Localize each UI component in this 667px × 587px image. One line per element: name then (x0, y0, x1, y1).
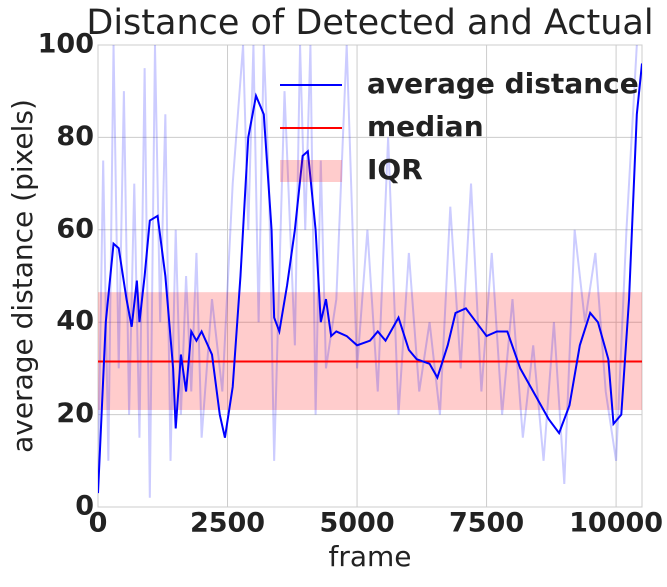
average-distance-line (98, 63, 642, 494)
x-tick-label: 2500 (190, 508, 265, 539)
legend-label: average distance (367, 67, 639, 100)
x-tick-label: 0 (89, 508, 108, 539)
x-tick-label: 5000 (319, 508, 394, 539)
y-tick-label: 100 (38, 29, 94, 60)
x-tick-label: 10000 (569, 508, 663, 539)
plot-area: average distance median IQR (97, 44, 643, 508)
legend-label: IQR (367, 153, 423, 186)
y-tick-label: 60 (56, 213, 94, 244)
y-tick-label: 20 (56, 398, 94, 429)
legend-label: median (367, 110, 484, 143)
y-tick-label: 40 (56, 306, 94, 337)
x-axis-label: frame (328, 540, 411, 573)
legend: average distance median IQR (280, 67, 639, 186)
raw-distance-line (98, 45, 638, 498)
legend-swatch (280, 160, 342, 182)
x-tick-label: 7500 (449, 508, 524, 539)
chart-title: Distance of Detected and Actual (86, 3, 653, 43)
y-tick-label: 0 (75, 491, 94, 522)
y-axis-label: average distance (pixels) (6, 99, 39, 453)
y-tick-label: 80 (56, 121, 94, 152)
data-layer (98, 45, 642, 498)
